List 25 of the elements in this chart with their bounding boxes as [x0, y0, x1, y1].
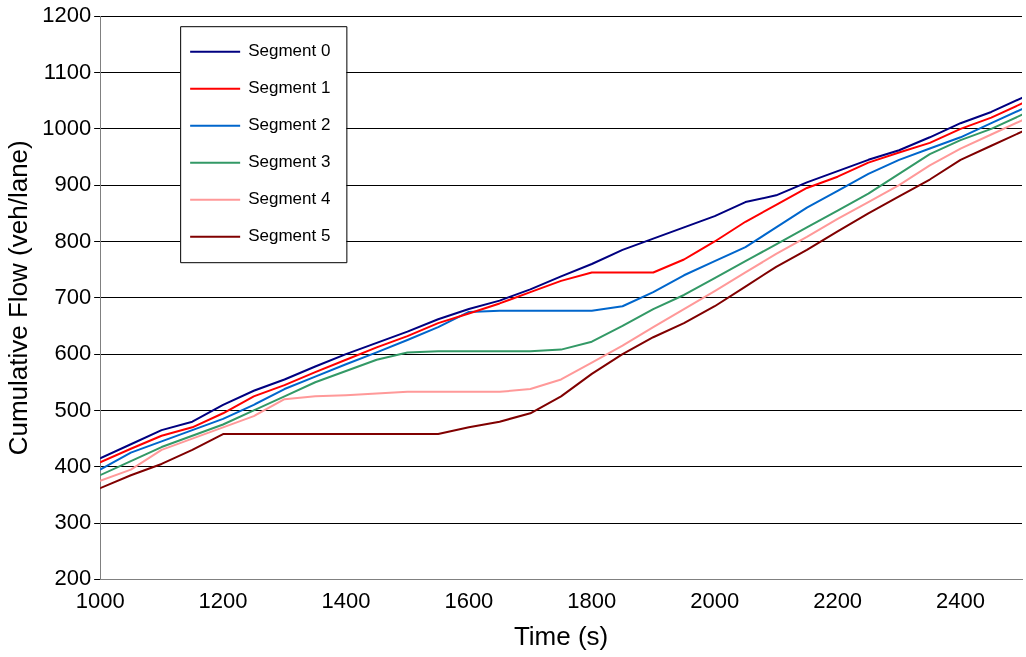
- x-tick-label: 2200: [813, 587, 863, 613]
- y-tick-label: 500: [54, 396, 92, 422]
- y-tick-label: 1100: [43, 58, 92, 84]
- x-tick-label: 1400: [321, 587, 371, 613]
- y-tick-label: 300: [54, 509, 92, 535]
- y-tick-label: 400: [54, 452, 92, 478]
- x-tick-label: 1200: [198, 587, 248, 613]
- y-axis-title: Cumulative Flow (veh/lane): [2, 140, 33, 456]
- legend-label: Segment 0: [248, 41, 331, 61]
- y-tick-label: 1200: [42, 2, 92, 28]
- y-tick-label: 700: [54, 283, 92, 309]
- legend-label: Segment 4: [248, 189, 331, 209]
- y-tick-label: 1000: [42, 114, 92, 140]
- y-tick-label: 900: [54, 171, 92, 197]
- legend-label: Segment 2: [248, 115, 331, 135]
- y-tick-label: 600: [54, 340, 92, 366]
- legend-label: Segment 5: [248, 226, 331, 246]
- x-tick-label: 2400: [936, 587, 986, 613]
- x-tick-label: 1800: [567, 587, 617, 613]
- y-tick-label: 800: [54, 227, 92, 253]
- x-tick-label: 1600: [444, 587, 494, 613]
- legend-label: Segment 3: [248, 152, 331, 172]
- x-tick-label: 2000: [690, 587, 740, 613]
- x-axis-title: Time (s): [513, 620, 609, 651]
- legend-label: Segment 1: [248, 78, 331, 98]
